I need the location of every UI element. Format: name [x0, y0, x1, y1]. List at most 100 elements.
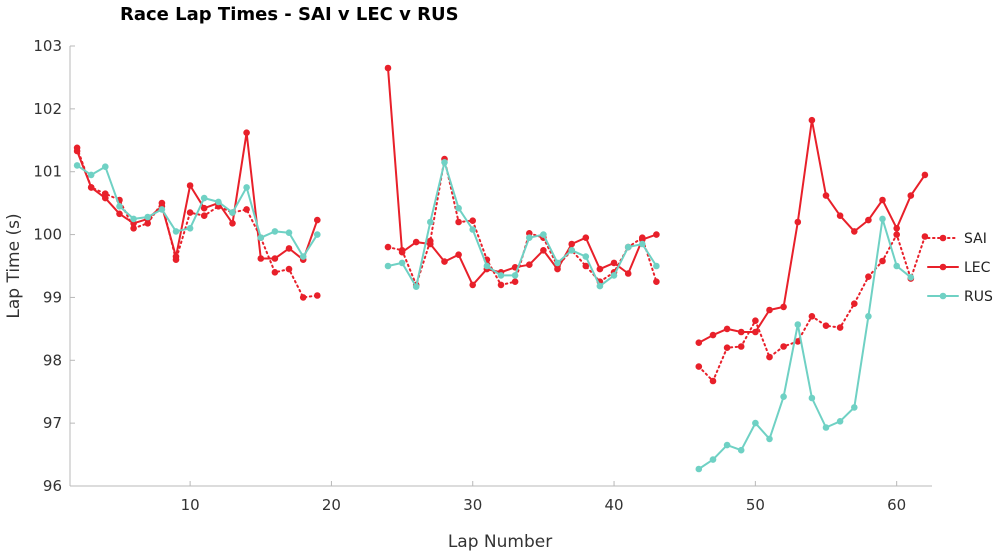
point-rus [73, 162, 81, 169]
point-lec [116, 210, 123, 218]
point-rus [851, 404, 858, 411]
point-rus [596, 282, 604, 290]
point-sai [130, 225, 137, 232]
point-lec [766, 306, 773, 314]
point-sai [723, 344, 731, 352]
point-rus [766, 435, 773, 443]
point-rus [469, 226, 477, 233]
point-lec [257, 255, 265, 262]
point-lec [271, 255, 279, 262]
point-rus [497, 272, 505, 279]
point-rus [554, 259, 561, 267]
y-axis-label: Lap Time (s) [4, 213, 24, 318]
point-lec [907, 192, 915, 199]
point-rus [836, 418, 844, 425]
point-lec [582, 234, 590, 241]
point-sai [780, 343, 787, 350]
point-sai [271, 269, 279, 276]
point-rus [737, 446, 745, 454]
point-lec [384, 64, 392, 72]
series-line-rus [76, 164, 319, 258]
series-lec [73, 64, 929, 347]
point-rus [412, 283, 420, 291]
point-rus [808, 394, 816, 402]
point-lec [568, 240, 575, 248]
point-rus [582, 253, 590, 260]
y-tick-label: 96 [43, 477, 62, 495]
series-layer [73, 64, 929, 473]
point-sai [822, 322, 830, 330]
point-rus [865, 313, 872, 320]
x-tick-label: 60 [887, 496, 906, 514]
point-rus [215, 198, 222, 206]
point-lec [427, 240, 434, 248]
y-tick-label: 101 [33, 163, 62, 181]
series-line-sai [76, 146, 319, 299]
point-lec [865, 216, 872, 224]
point-rus [568, 247, 575, 254]
point-sai [314, 292, 321, 299]
point-sai [200, 212, 208, 219]
point-sai [808, 313, 816, 320]
point-sai [582, 262, 590, 270]
point-rus [455, 204, 462, 212]
point-rus [130, 215, 137, 223]
x-tick-label: 20 [322, 496, 341, 514]
point-sai [893, 231, 900, 238]
legend: SAI LEC RUS [927, 231, 993, 305]
point-lec [822, 192, 830, 199]
point-rus [526, 234, 533, 241]
point-rus [723, 441, 731, 449]
point-lec [879, 196, 886, 204]
x-tick-label: 10 [181, 496, 200, 514]
y-tick-label: 103 [33, 37, 62, 55]
point-lec [596, 265, 604, 273]
point-rus [102, 163, 109, 170]
point-rus [822, 424, 830, 431]
point-rus [384, 262, 392, 270]
y-tick-label: 99 [43, 288, 62, 306]
point-rus [314, 231, 321, 238]
point-lec [808, 116, 816, 124]
x-tick-label: 30 [463, 496, 482, 514]
legend-item-lec: LEC [927, 260, 991, 276]
point-rus [299, 253, 307, 260]
legend-label-sai: SAI [964, 231, 987, 247]
point-rus [271, 228, 279, 235]
point-rus [709, 456, 717, 463]
point-rus [158, 206, 166, 213]
point-rus [624, 243, 632, 251]
point-lec [229, 220, 236, 227]
chart-title: Race Lap Times - SAI v LEC v RUS [120, 4, 459, 25]
x-axis-label: Lap Number [448, 532, 552, 552]
point-lec [455, 251, 462, 258]
point-rus [144, 213, 151, 221]
point-lec [723, 325, 731, 333]
legend-marker-rus [939, 292, 947, 300]
point-lec [102, 194, 109, 202]
point-lec [794, 218, 802, 226]
point-lec [398, 248, 406, 256]
point-rus [116, 203, 123, 210]
series-line-lec [387, 67, 658, 286]
point-sai [384, 243, 392, 251]
point-sai [695, 363, 703, 370]
point-sai [737, 343, 745, 350]
legend-marker-sai [939, 234, 947, 242]
legend-label-rus: RUS [964, 289, 993, 305]
point-lec [172, 253, 180, 260]
legend-item-sai: SAI [927, 231, 987, 247]
point-rus [879, 215, 886, 223]
series-line-lec [697, 119, 926, 344]
point-rus [483, 262, 491, 270]
point-lec [412, 238, 420, 246]
point-lec [851, 228, 858, 235]
x-tick-label: 50 [746, 496, 765, 514]
point-lec [186, 182, 194, 189]
point-lec [921, 171, 929, 179]
x-tick-label: 40 [605, 496, 624, 514]
point-rus [427, 218, 434, 226]
point-lec [737, 328, 745, 336]
point-rus [893, 262, 900, 270]
point-lec [780, 303, 787, 311]
